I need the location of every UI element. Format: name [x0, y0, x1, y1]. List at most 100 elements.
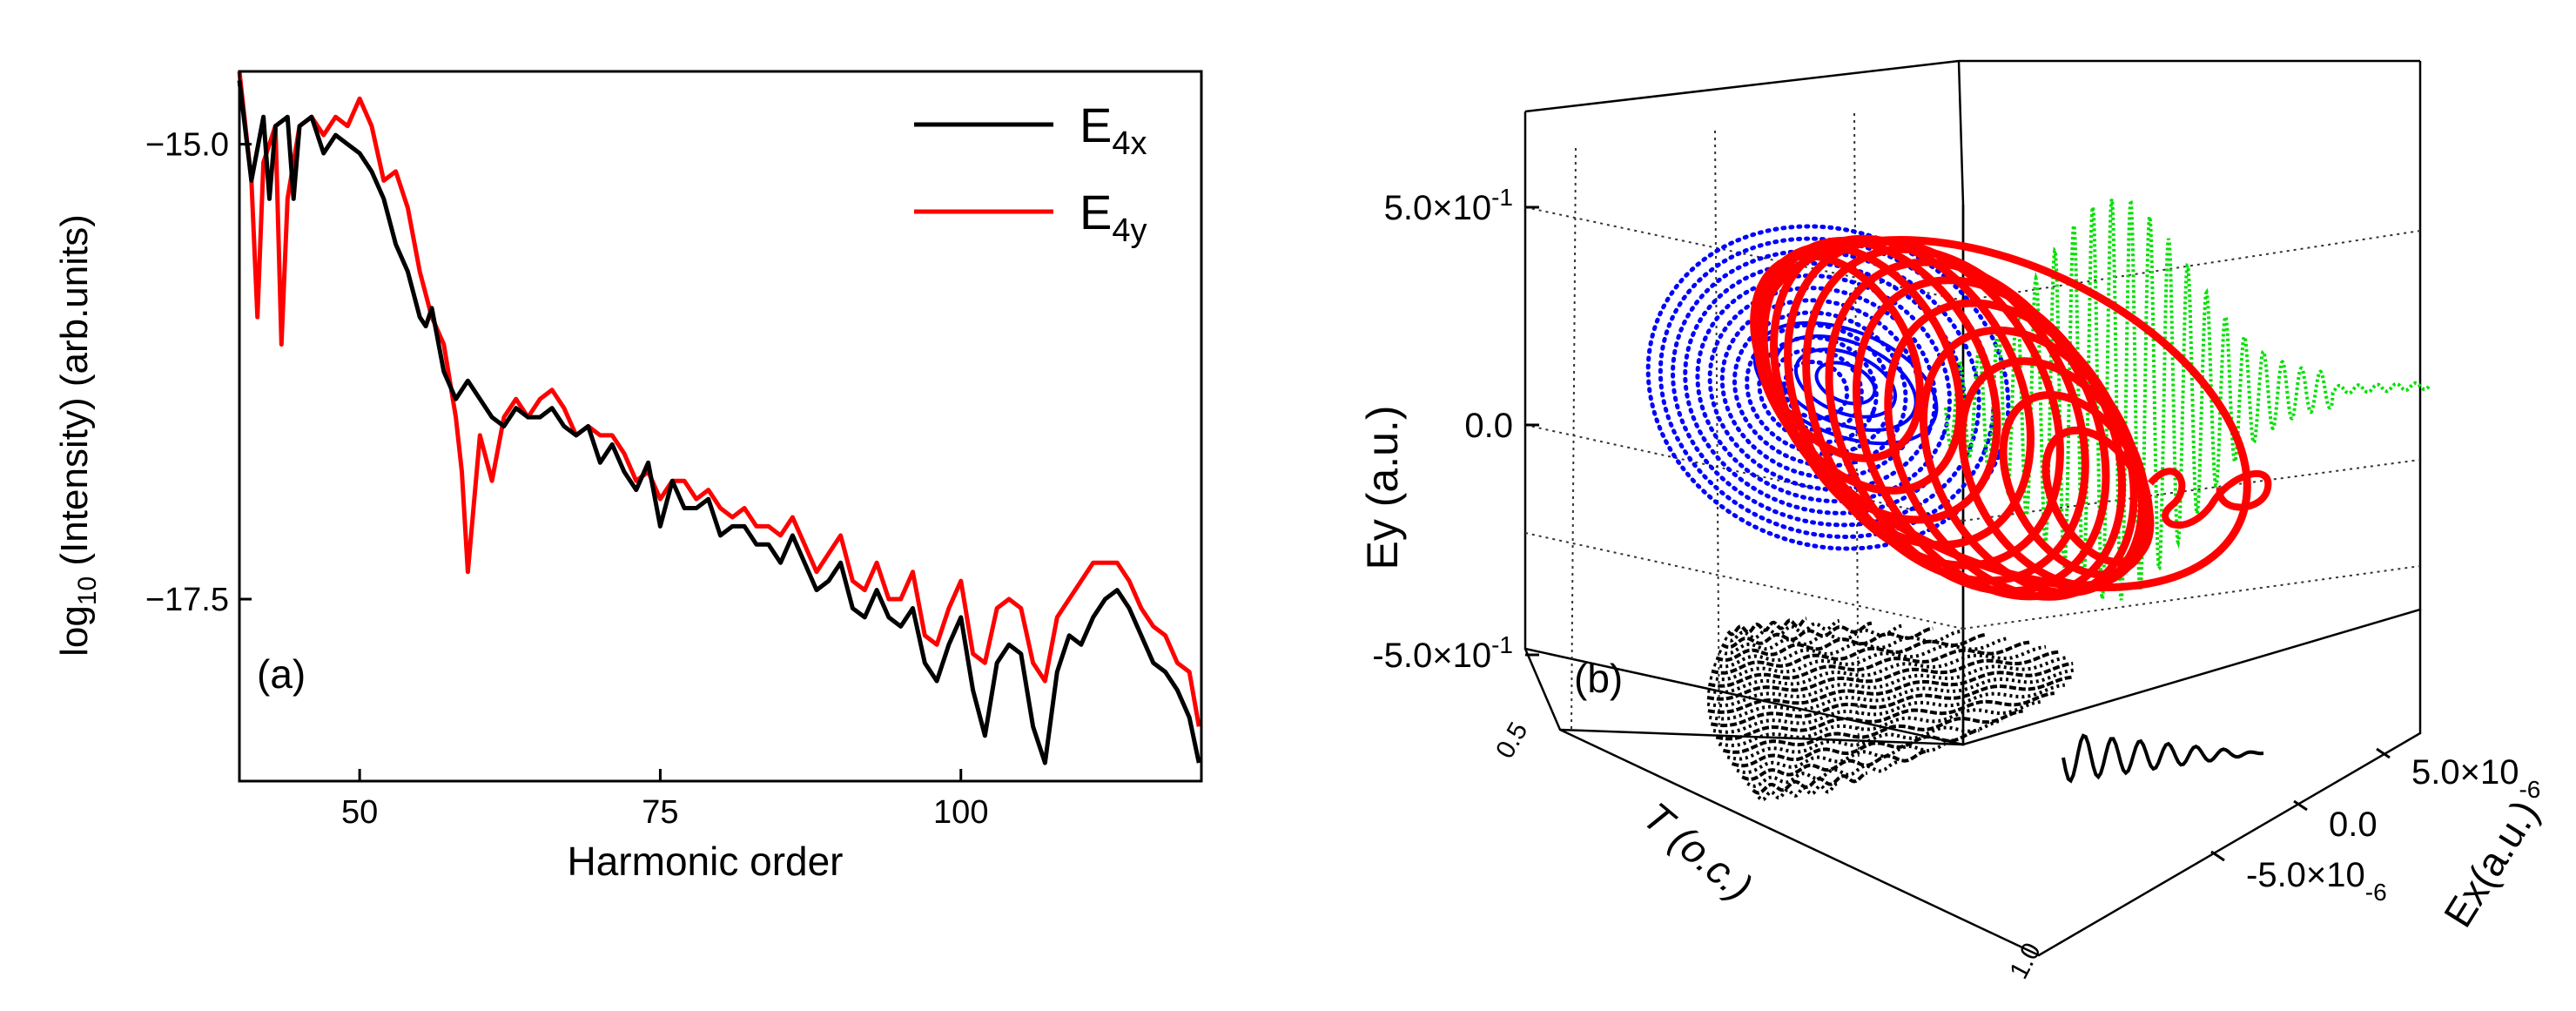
- ey-tick-exponent: -1: [1491, 184, 1513, 211]
- panel-b: 5.0×10-10.0-5.0×10-1 5.0×10-60.0-5.0×10-…: [1358, 59, 2547, 984]
- panel-a-ylabel-rest: (Intensity) (arb.units): [53, 214, 96, 576]
- panel-b-ex-ticks: 5.0×10-60.0-5.0×10-6: [2210, 747, 2540, 906]
- grid-line: [1524, 424, 1964, 522]
- tex-projection-strip: [1731, 729, 1980, 768]
- series-line-e4x: [237, 80, 1201, 765]
- x-tick-label: 50: [341, 794, 378, 831]
- ey-tick-label-mantissa: 5.0×10: [1384, 189, 1491, 227]
- panel-b-zlabel: Ey (a.u.): [1358, 406, 1407, 570]
- trajectory-loop: [1999, 390, 2154, 579]
- tex-projection-strip: [1722, 709, 2023, 754]
- trajectory-envelope: [1753, 235, 2251, 592]
- tex-projection-strip: [1715, 691, 2055, 741]
- panel-b-ey-ticks: 5.0×10-10.0-5.0×10-1: [1372, 184, 1539, 675]
- tey-projection-wave: [1944, 199, 2431, 603]
- panel-a-ylabel-sub: 10: [73, 576, 102, 605]
- ex-tick-exponent: -6: [2519, 776, 2540, 803]
- tex-projection-strip: [1708, 668, 2075, 721]
- box-top-back-edge: [1957, 60, 1965, 206]
- grid-line: [1962, 230, 2421, 301]
- ex-tick-label-mantissa: 0.0: [2329, 805, 2378, 844]
- tex-projection-strip: [1710, 675, 2072, 728]
- tex-projection-strip: [1709, 636, 2010, 682]
- box-top-edges: [1524, 59, 2420, 113]
- panel-b-tlabel: T (o.c.): [1635, 793, 1761, 909]
- tex-projection-tail: [2061, 733, 2264, 784]
- panel-a-x-ticks: 50 75 100: [341, 769, 988, 831]
- ey-tick-label-mantissa: 0.0: [1464, 407, 1513, 445]
- panel-a-legend: E4x E4y: [914, 98, 1147, 249]
- y-tick-label: −17.5: [145, 582, 229, 618]
- panel-a: 50 75 100 −15.0 −17.5 Harmonic order log10 …: [53, 70, 1203, 884]
- tex-projection-strip: [1724, 618, 1840, 643]
- panel-b-tey-projection: [1944, 199, 2431, 603]
- grid-line: [1524, 532, 1964, 630]
- legend-label-e4x: E4x: [1079, 98, 1147, 162]
- panel-a-ylabel-main: log: [53, 605, 96, 657]
- panel-b-xlabel: Ex(a.u.): [2435, 792, 2547, 934]
- exey-projection-ellipse: [1707, 286, 1938, 492]
- ey-tick-label-mantissa: -5.0×10: [1372, 637, 1491, 675]
- panel-b-grid: [1524, 112, 2421, 767]
- exey-projection-core: [1814, 361, 1877, 406]
- tex-projection-strip: [1736, 738, 1954, 775]
- grid-line: [1962, 565, 2421, 630]
- exey-projection-ellipse: [1645, 224, 2011, 551]
- ey-tick-label: 0.0: [1464, 407, 1513, 445]
- trajectory-loop: [1958, 357, 2151, 590]
- t-tick-label: 1.0: [2004, 938, 2047, 983]
- grid-line: [1853, 112, 1860, 767]
- tex-projection-strip: [1726, 718, 2003, 761]
- ex-tick-label-mantissa: 5.0×10: [2411, 753, 2519, 792]
- panel-b-label: (b): [1574, 656, 1623, 701]
- tex-projection-strip: [1720, 621, 1873, 650]
- box-floor-edges: [1523, 610, 2422, 957]
- tex-projection-strip: [1718, 623, 1904, 656]
- ey-tick-label: 5.0×10-1: [1384, 184, 1513, 227]
- tex-projection-strip: [1706, 655, 2068, 708]
- legend-label-e4x-sub: 4x: [1112, 125, 1147, 162]
- legend-label-e4y-sub: 4y: [1112, 212, 1147, 249]
- tex-projection-strip: [1706, 650, 2060, 701]
- legend-label-e4x-main: E: [1079, 98, 1112, 152]
- ex-tick-label: 0.0: [2329, 805, 2378, 844]
- panel-a-ylabel: log10 (Intensity) (arb.units): [53, 214, 102, 657]
- ex-tick: [2376, 747, 2391, 759]
- tex-projection-strip: [1715, 626, 1934, 662]
- tex-projection-strip: [1711, 632, 1987, 675]
- grid-line: [1524, 206, 1964, 301]
- trajectory-tail: [2147, 468, 2272, 529]
- legend-label-e4y: E4y: [1079, 185, 1147, 249]
- grid-line: [1962, 459, 2421, 522]
- ex-tick: [2210, 850, 2225, 862]
- x-tick-label: 75: [642, 794, 678, 831]
- tex-projection-strip: [1741, 749, 1927, 781]
- ey-tick-exponent: -1: [1491, 631, 1513, 658]
- panel-b-trajectory: [1750, 234, 2272, 601]
- ex-tick-label: -5.0×10-6: [2246, 856, 2387, 906]
- ex-tick: [2293, 799, 2308, 812]
- legend-label-e4y-main: E: [1079, 185, 1112, 239]
- tex-projection-strip: [1712, 683, 2066, 734]
- y-tick-label: −15.0: [145, 127, 229, 164]
- ex-tick-label: 5.0×10-6: [2411, 753, 2540, 803]
- tex-projection-strip: [1712, 630, 1961, 669]
- tex-projection-strip: [1752, 771, 1868, 795]
- panel-b-tex-projection: [1706, 617, 2264, 802]
- tex-projection-strip: [1718, 700, 2041, 748]
- trajectory-loop: [2041, 426, 2155, 567]
- tex-projection-strip: [1707, 661, 2074, 714]
- box-back-right-wall: [1961, 61, 2422, 746]
- panel-a-label: (a): [257, 651, 306, 697]
- ex-tick-exponent: -6: [2365, 879, 2387, 906]
- t-tick-label: 0.5: [1490, 718, 1533, 764]
- grid-line: [1570, 147, 1577, 732]
- panel-a-y-ticks: −15.0 −17.5: [145, 127, 252, 618]
- tex-projection-strip: [1746, 760, 1898, 788]
- panel-a-frame: [238, 70, 1203, 783]
- series-line-e4y: [237, 71, 1201, 727]
- panel-a-series: [237, 71, 1201, 765]
- x-tick-label: 100: [933, 794, 988, 831]
